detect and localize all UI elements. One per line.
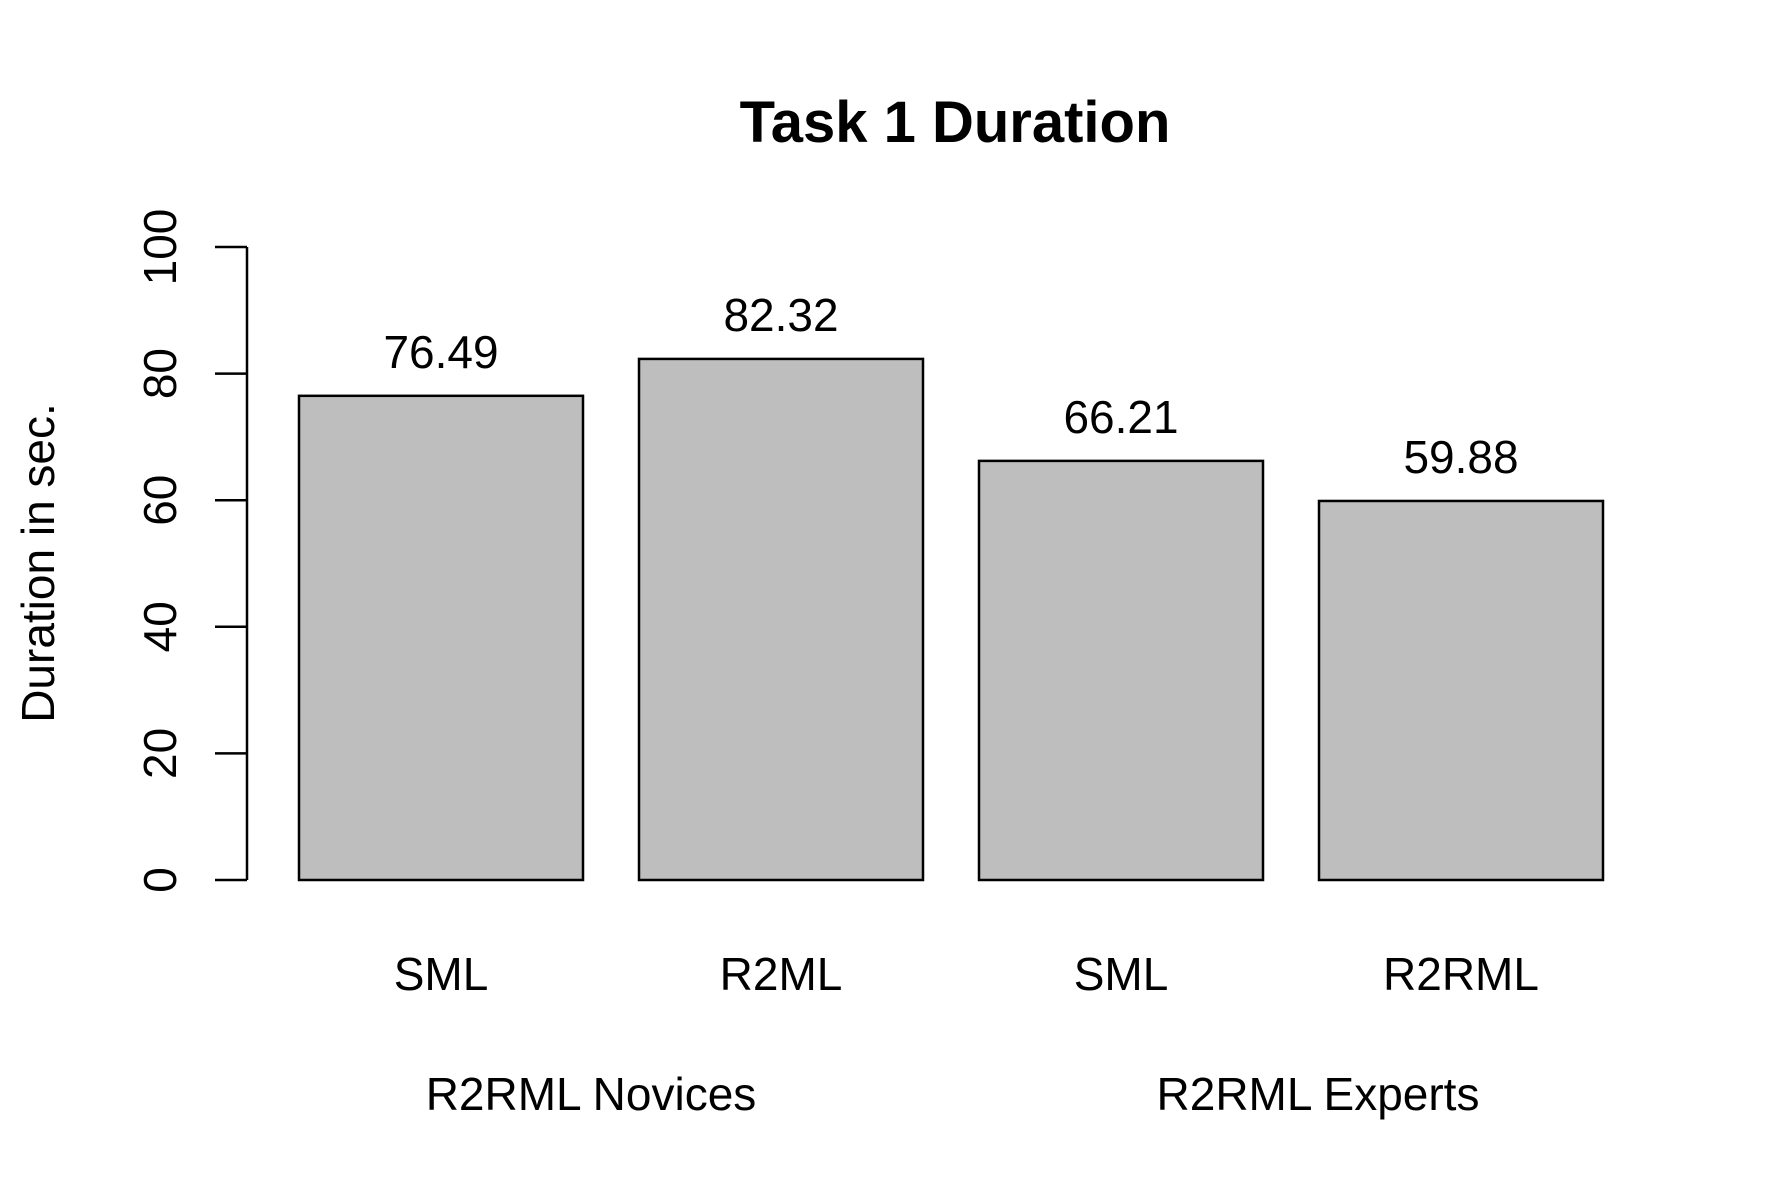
y-tick-label: 40	[134, 601, 186, 652]
y-tick-label: 20	[134, 728, 186, 779]
group-label: R2RML Experts	[1157, 1068, 1480, 1120]
bar-value-label: 66.21	[1063, 391, 1178, 443]
x-axis: SML R2ML SML R2RML	[394, 948, 1539, 1000]
y-axis: 0 20 40 60 80 100	[134, 209, 249, 893]
group-label: R2RML Novices	[426, 1068, 757, 1120]
bar-2	[637, 357, 925, 882]
x-tick-label: R2ML	[720, 948, 843, 1000]
bar-1	[297, 394, 585, 882]
y-tick-label: 100	[134, 209, 186, 286]
bars: 76.49 82.32 66.21 59.88	[297, 289, 1605, 882]
x-tick-label: SML	[394, 948, 489, 1000]
bar-3	[977, 459, 1265, 882]
group-labels: R2RML Novices R2RML Experts	[426, 1068, 1480, 1120]
bar-4	[1317, 499, 1605, 882]
x-tick-label: R2RML	[1383, 948, 1539, 1000]
chart-title: Task 1 Duration	[740, 90, 1171, 155]
bar-value-label: 59.88	[1403, 431, 1518, 483]
y-tick-label: 0	[134, 867, 186, 893]
y-axis-label: Duration in sec.	[12, 403, 64, 723]
bar-value-label: 76.49	[383, 326, 498, 378]
y-tick-label: 60	[134, 475, 186, 526]
y-tick-label: 80	[134, 348, 186, 399]
bar-value-label: 82.32	[723, 289, 838, 341]
x-tick-label: SML	[1074, 948, 1169, 1000]
